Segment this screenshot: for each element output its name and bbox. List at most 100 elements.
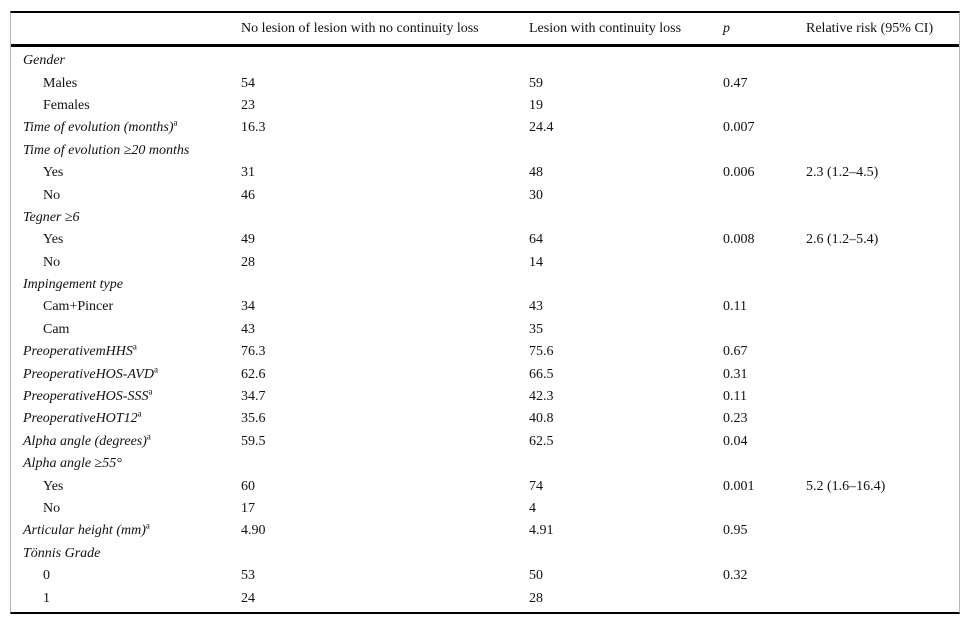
table-row: Yes 60 74 0.001 5.2 (1.6–16.4): [11, 475, 959, 497]
table-row: PreoperativeHOS-SSSa 34.7 42.3 0.11: [11, 386, 959, 408]
table-row: Yes 31 48 0.006 2.3 (1.2–4.5): [11, 162, 959, 184]
cell-no-lesion: 16.3: [241, 120, 266, 136]
cell-lesion: 4: [529, 501, 536, 516]
row-label: No: [43, 187, 61, 203]
cell-lesion: 50: [529, 568, 543, 584]
row-label: Cam+Pincer: [43, 299, 114, 315]
cell-p-value: 0.006: [723, 165, 755, 181]
table-row: Cam+Pincer 34 43 0.11: [11, 296, 959, 318]
cell-lesion: 64: [529, 232, 543, 248]
table-row: Time of evolution (months)a 16.3 24.4 0.007: [11, 117, 959, 139]
cell-lesion: 75.6: [529, 344, 554, 360]
row-label: Impingement type: [23, 277, 123, 293]
table-row: Time of evolution ≥20 months: [11, 140, 959, 162]
cell-relative-risk: 2.6 (1.2–5.4): [806, 232, 879, 248]
table-row: Males 54 59 0.47: [11, 72, 959, 94]
cell-p-value: 0.04: [723, 433, 748, 449]
table-row: 1 24 28: [11, 587, 959, 609]
table-header-row: No lesion of lesion with no continuity l…: [11, 13, 959, 47]
cell-no-lesion: 60: [241, 478, 255, 494]
row-label: Males: [43, 75, 78, 91]
cell-no-lesion: 34: [241, 299, 255, 315]
row-label: Articular height (mm)a: [23, 520, 150, 539]
table-row: Yes 49 64 0.008 2.6 (1.2–5.4): [11, 229, 959, 251]
row-label: Alpha angle ≥55°: [23, 456, 122, 472]
table-row: Tegner ≥6: [11, 207, 959, 229]
cell-no-lesion: 17: [241, 501, 255, 516]
cell-lesion: 62.5: [529, 433, 554, 449]
column-header-lesion: Lesion with continuity loss: [529, 20, 682, 36]
statistics-table: No lesion of lesion with no continuity l…: [10, 11, 960, 614]
cell-p-value: 0.32: [723, 568, 748, 584]
footnote-marker: a: [137, 408, 142, 419]
table-row: Females 23 19: [11, 95, 959, 117]
cell-no-lesion: 43: [241, 321, 255, 337]
cell-lesion: 14: [529, 254, 543, 270]
table-row: PreoperativeHOS-AVDa 62.6 66.5 0.31: [11, 363, 959, 385]
cell-no-lesion: 53: [241, 568, 255, 584]
row-label: Yes: [43, 165, 64, 181]
cell-no-lesion: 62.6: [241, 366, 266, 382]
footnote-marker: a: [153, 364, 158, 374]
cell-no-lesion: 59.5: [241, 433, 266, 449]
column-header-p-value: p: [723, 20, 730, 36]
cell-p-value: 0.95: [723, 523, 748, 539]
table-row: PreoperativemHHSa 76.3 75.6 0.67: [11, 341, 959, 363]
cell-no-lesion: 76.3: [241, 344, 266, 360]
footnote-marker: a: [132, 341, 137, 352]
cell-no-lesion: 24: [241, 590, 255, 606]
cell-lesion: 4.91: [529, 523, 554, 539]
row-label: Tönnis Grade: [23, 545, 101, 561]
column-header-no-lesion: No lesion of lesion with no continuity l…: [241, 20, 479, 36]
cell-no-lesion: 54: [241, 75, 255, 91]
cell-p-value: 0.11: [723, 389, 747, 405]
cell-no-lesion: 35.6: [241, 411, 266, 427]
row-label: No: [43, 501, 61, 516]
cell-lesion: 59: [529, 75, 543, 91]
cell-no-lesion: 46: [241, 187, 255, 203]
table-row: Articular height (mm)a 4.90 4.91 0.95: [11, 520, 959, 542]
row-label: Time of evolution (months)a: [23, 117, 178, 136]
row-label: Females: [43, 97, 90, 113]
table-row: No 46 30: [11, 184, 959, 206]
footnote-marker: a: [148, 386, 153, 397]
row-label: Alpha angle (degrees)a: [23, 431, 151, 449]
cell-no-lesion: 23: [241, 97, 255, 113]
row-label: Time of evolution ≥20 months: [23, 142, 190, 158]
cell-no-lesion: 49: [241, 232, 255, 248]
table-row: No 28 14: [11, 252, 959, 274]
cell-lesion: 40.8: [529, 411, 554, 427]
footnote-marker: a: [145, 520, 150, 531]
table-row: 0 53 50 0.32: [11, 565, 959, 587]
cell-no-lesion: 31: [241, 165, 255, 181]
row-label: PreoperativeHOT12a: [23, 408, 142, 427]
table-row: Tönnis Grade: [11, 543, 959, 565]
cell-lesion: 19: [529, 97, 543, 113]
row-label: Tegner ≥6: [23, 209, 80, 225]
cell-p-value: 0.11: [723, 299, 747, 315]
row-label: Yes: [43, 232, 64, 248]
row-label: PreoperativeHOS-SSSa: [23, 386, 153, 405]
footnote-marker: a: [173, 117, 178, 128]
cell-lesion: 74: [529, 478, 543, 494]
row-label: PreoperativeHOS-AVDa: [23, 364, 158, 382]
table-body: Gender Males 54 59 0.47 Females 23 19 Time of ev…: [11, 47, 959, 612]
cell-lesion: 42.3: [529, 389, 554, 405]
column-header-relative-risk: Relative risk (95% CI): [806, 20, 934, 36]
cell-lesion: 66.5: [529, 366, 554, 382]
cell-p-value: 0.23: [723, 411, 748, 427]
table-row: Cam 43 35: [11, 319, 959, 341]
cell-p-value: 0.001: [723, 478, 755, 494]
table-row: Gender: [11, 50, 959, 72]
cell-no-lesion: 4.90: [241, 523, 266, 539]
cell-lesion: 24.4: [529, 120, 554, 136]
cell-lesion: 48: [529, 165, 543, 181]
cell-lesion: 28: [529, 590, 543, 606]
cell-no-lesion: 28: [241, 254, 255, 270]
cell-relative-risk: 5.2 (1.6–16.4): [806, 478, 886, 494]
table-row: Alpha angle ≥55°: [11, 453, 959, 475]
row-label: 0: [43, 568, 50, 584]
cell-p-value: 0.008: [723, 232, 755, 248]
cell-p-value: 0.007: [723, 120, 755, 136]
cell-relative-risk: 2.3 (1.2–4.5): [806, 165, 879, 181]
